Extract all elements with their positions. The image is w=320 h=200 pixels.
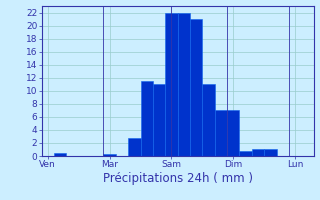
- Bar: [178, 13, 190, 156]
- Bar: [190, 19, 202, 156]
- Bar: [215, 110, 227, 156]
- Bar: [165, 13, 178, 156]
- Bar: [153, 84, 165, 156]
- Bar: [202, 84, 215, 156]
- Bar: [227, 110, 239, 156]
- Bar: [252, 149, 264, 156]
- X-axis label: Précipitations 24h ( mm ): Précipitations 24h ( mm ): [103, 172, 252, 185]
- Bar: [54, 153, 66, 156]
- Bar: [264, 149, 276, 156]
- Bar: [140, 81, 153, 156]
- Bar: [103, 154, 116, 156]
- Bar: [239, 151, 252, 156]
- Bar: [128, 138, 140, 156]
